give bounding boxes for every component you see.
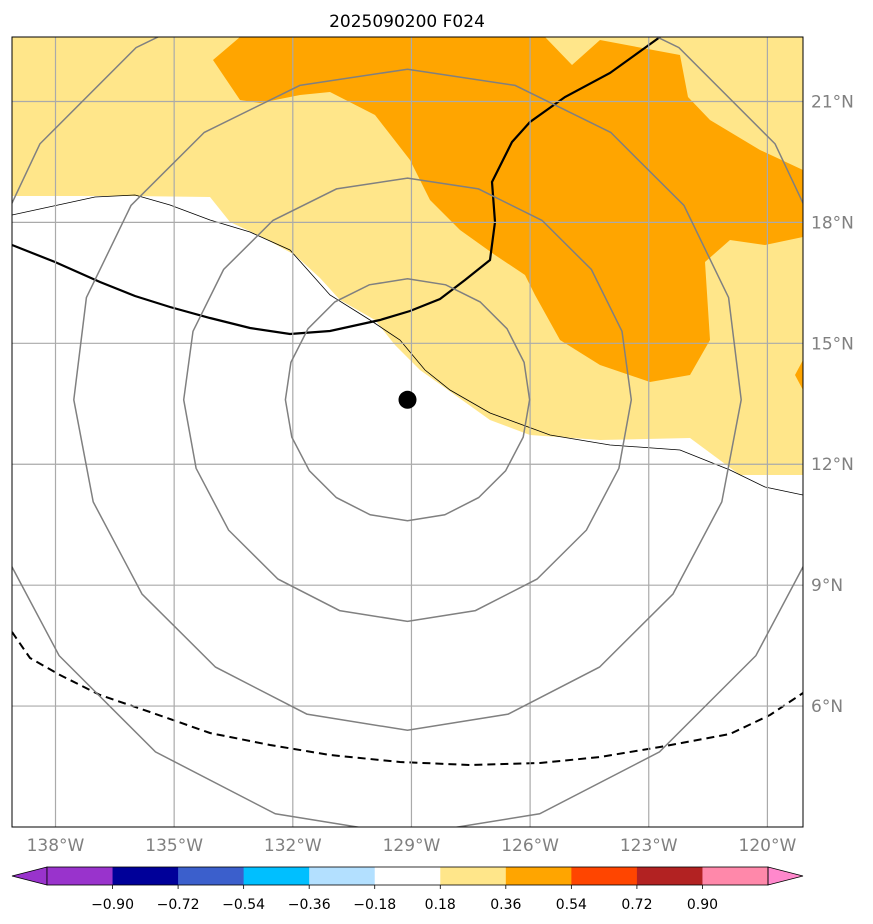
colorbar-tick-label: −0.90	[91, 897, 134, 913]
colorbar-frame	[46, 866, 769, 886]
lat-tick-label: 21°N	[811, 92, 854, 112]
range-ring	[73, 68, 742, 732]
lon-tick-label: 129°W	[383, 836, 441, 856]
colorbar-segment	[112, 867, 179, 885]
lon-tick-label: 135°W	[145, 836, 203, 856]
range-ring	[12, 37, 803, 827]
lat-tick-label: 9°N	[811, 576, 843, 596]
colorbar-tick-label: 0.90	[687, 897, 718, 913]
colorbar-tick-label: −0.54	[222, 897, 265, 913]
map-area	[12, 37, 803, 827]
lat-tick-label: 6°N	[811, 697, 843, 717]
colorbar-segment	[47, 867, 114, 885]
colorbar-segment	[178, 867, 245, 885]
colorbar-segment	[702, 867, 769, 885]
map-frame	[11, 36, 804, 828]
colorbar-tick-label: −0.18	[353, 897, 396, 913]
colorbar-extend-max	[767, 866, 804, 886]
colorbar-segment	[440, 867, 507, 885]
lat-tick-label: 15°N	[811, 334, 854, 354]
dashed-contour	[12, 631, 803, 767]
lon-tick-label: 132°W	[264, 836, 322, 856]
colorbar-segment	[309, 867, 376, 885]
colorbar-tick-label: 0.36	[490, 897, 521, 913]
lon-tick-label: 120°W	[739, 836, 797, 856]
lon-tick-label: 138°W	[27, 836, 85, 856]
fill-region-dark	[213, 37, 803, 382]
lon-tick-label: 123°W	[620, 836, 678, 856]
colorbar-tick-label: 0.54	[556, 897, 587, 913]
thick-contour	[12, 37, 661, 336]
range-ring	[182, 177, 633, 623]
lat-tick-label: 12°N	[811, 455, 854, 475]
colorbar-tick-label: −0.36	[288, 897, 331, 913]
colorbar-segment	[636, 867, 703, 885]
lon-tick-label: 126°W	[501, 836, 559, 856]
colorbar-tick-label: 0.72	[621, 897, 652, 913]
storm-center-marker	[398, 390, 417, 409]
lon-tick-labels: 138°W 135°W 132°W 129°W 126°W 123°W 120°W	[27, 836, 797, 856]
fill-region-dark-edge	[795, 360, 803, 390]
lat-tick-label: 18°N	[811, 213, 854, 233]
colorbar-tick-label: 0.18	[425, 897, 456, 913]
range-ring	[284, 278, 531, 522]
chart-title: 2025090200 F024	[329, 12, 485, 32]
colorbar-segment	[505, 867, 572, 885]
thin-boundary-line	[12, 194, 803, 496]
colorbar-extend-min	[11, 866, 48, 886]
gridlines	[12, 37, 803, 827]
colorbar-segment	[571, 867, 638, 885]
colorbar-tick-label: −0.72	[157, 897, 200, 913]
colorbar: −0.90 −0.72 −0.54 −0.36 −0.18 0.18 0.36 0.54 0.7…	[11, 866, 804, 913]
colorbar-segment	[374, 867, 441, 885]
range-rings	[12, 37, 803, 827]
lat-tick-labels: 21°N 18°N 15°N 12°N 9°N 6°N	[811, 92, 854, 717]
colorbar-segment	[243, 867, 310, 885]
